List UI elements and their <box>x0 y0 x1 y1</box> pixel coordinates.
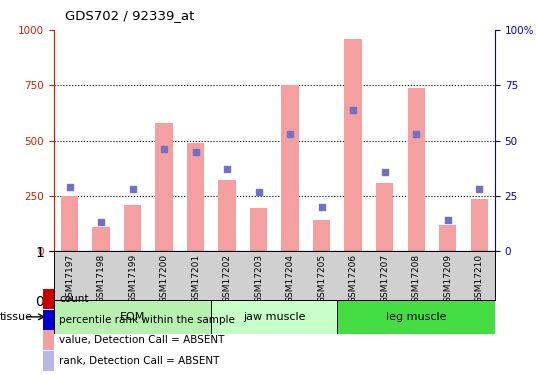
Bar <box>43 330 54 350</box>
Bar <box>250 208 267 251</box>
Point <box>380 169 389 175</box>
Text: jaw muscle: jaw muscle <box>243 312 306 322</box>
Bar <box>43 351 54 371</box>
Bar <box>43 310 54 330</box>
Bar <box>61 196 78 251</box>
Bar <box>281 86 299 251</box>
Bar <box>376 183 393 251</box>
Point <box>128 186 137 192</box>
Text: GSM17209: GSM17209 <box>443 254 452 303</box>
Text: rank, Detection Call = ABSENT: rank, Detection Call = ABSENT <box>59 356 220 366</box>
Text: GSM17204: GSM17204 <box>286 254 295 303</box>
Bar <box>93 227 110 251</box>
Point <box>254 189 263 195</box>
Text: tissue: tissue <box>0 312 33 322</box>
Bar <box>54 300 211 334</box>
Text: GSM17200: GSM17200 <box>160 254 168 303</box>
Point <box>317 204 326 210</box>
Text: value, Detection Call = ABSENT: value, Detection Call = ABSENT <box>59 335 224 345</box>
Point <box>223 166 231 172</box>
Text: GSM17201: GSM17201 <box>191 254 200 303</box>
Bar <box>211 300 337 334</box>
Point <box>286 131 294 137</box>
Bar <box>471 199 488 251</box>
Bar <box>337 300 495 334</box>
Point <box>160 147 168 153</box>
Bar <box>439 225 456 251</box>
Bar <box>43 289 54 309</box>
Bar <box>124 205 141 251</box>
Bar <box>313 220 330 251</box>
Text: GSM17205: GSM17205 <box>317 254 326 303</box>
Point <box>65 184 74 190</box>
Text: count: count <box>59 294 89 304</box>
Point <box>412 131 421 137</box>
Text: GSM17199: GSM17199 <box>128 254 137 303</box>
Bar <box>155 123 173 251</box>
Text: GSM17198: GSM17198 <box>96 254 105 303</box>
Text: percentile rank within the sample: percentile rank within the sample <box>59 315 235 325</box>
Point <box>475 186 484 192</box>
Text: GSM17208: GSM17208 <box>412 254 421 303</box>
Bar <box>407 87 425 251</box>
Text: leg muscle: leg muscle <box>386 312 447 322</box>
Text: GDS702 / 92339_at: GDS702 / 92339_at <box>65 9 194 22</box>
Text: GSM17202: GSM17202 <box>223 254 232 303</box>
Point <box>192 148 200 154</box>
Text: GSM17210: GSM17210 <box>475 254 484 303</box>
Text: GSM17206: GSM17206 <box>349 254 358 303</box>
Point <box>349 106 357 112</box>
Bar <box>218 180 236 251</box>
Text: EOM: EOM <box>120 312 145 322</box>
Bar <box>187 143 204 251</box>
Text: GSM17207: GSM17207 <box>380 254 389 303</box>
Point <box>443 217 452 223</box>
Text: GSM17197: GSM17197 <box>65 254 74 303</box>
Bar <box>344 39 362 251</box>
Text: GSM17203: GSM17203 <box>254 254 263 303</box>
Point <box>97 219 105 225</box>
